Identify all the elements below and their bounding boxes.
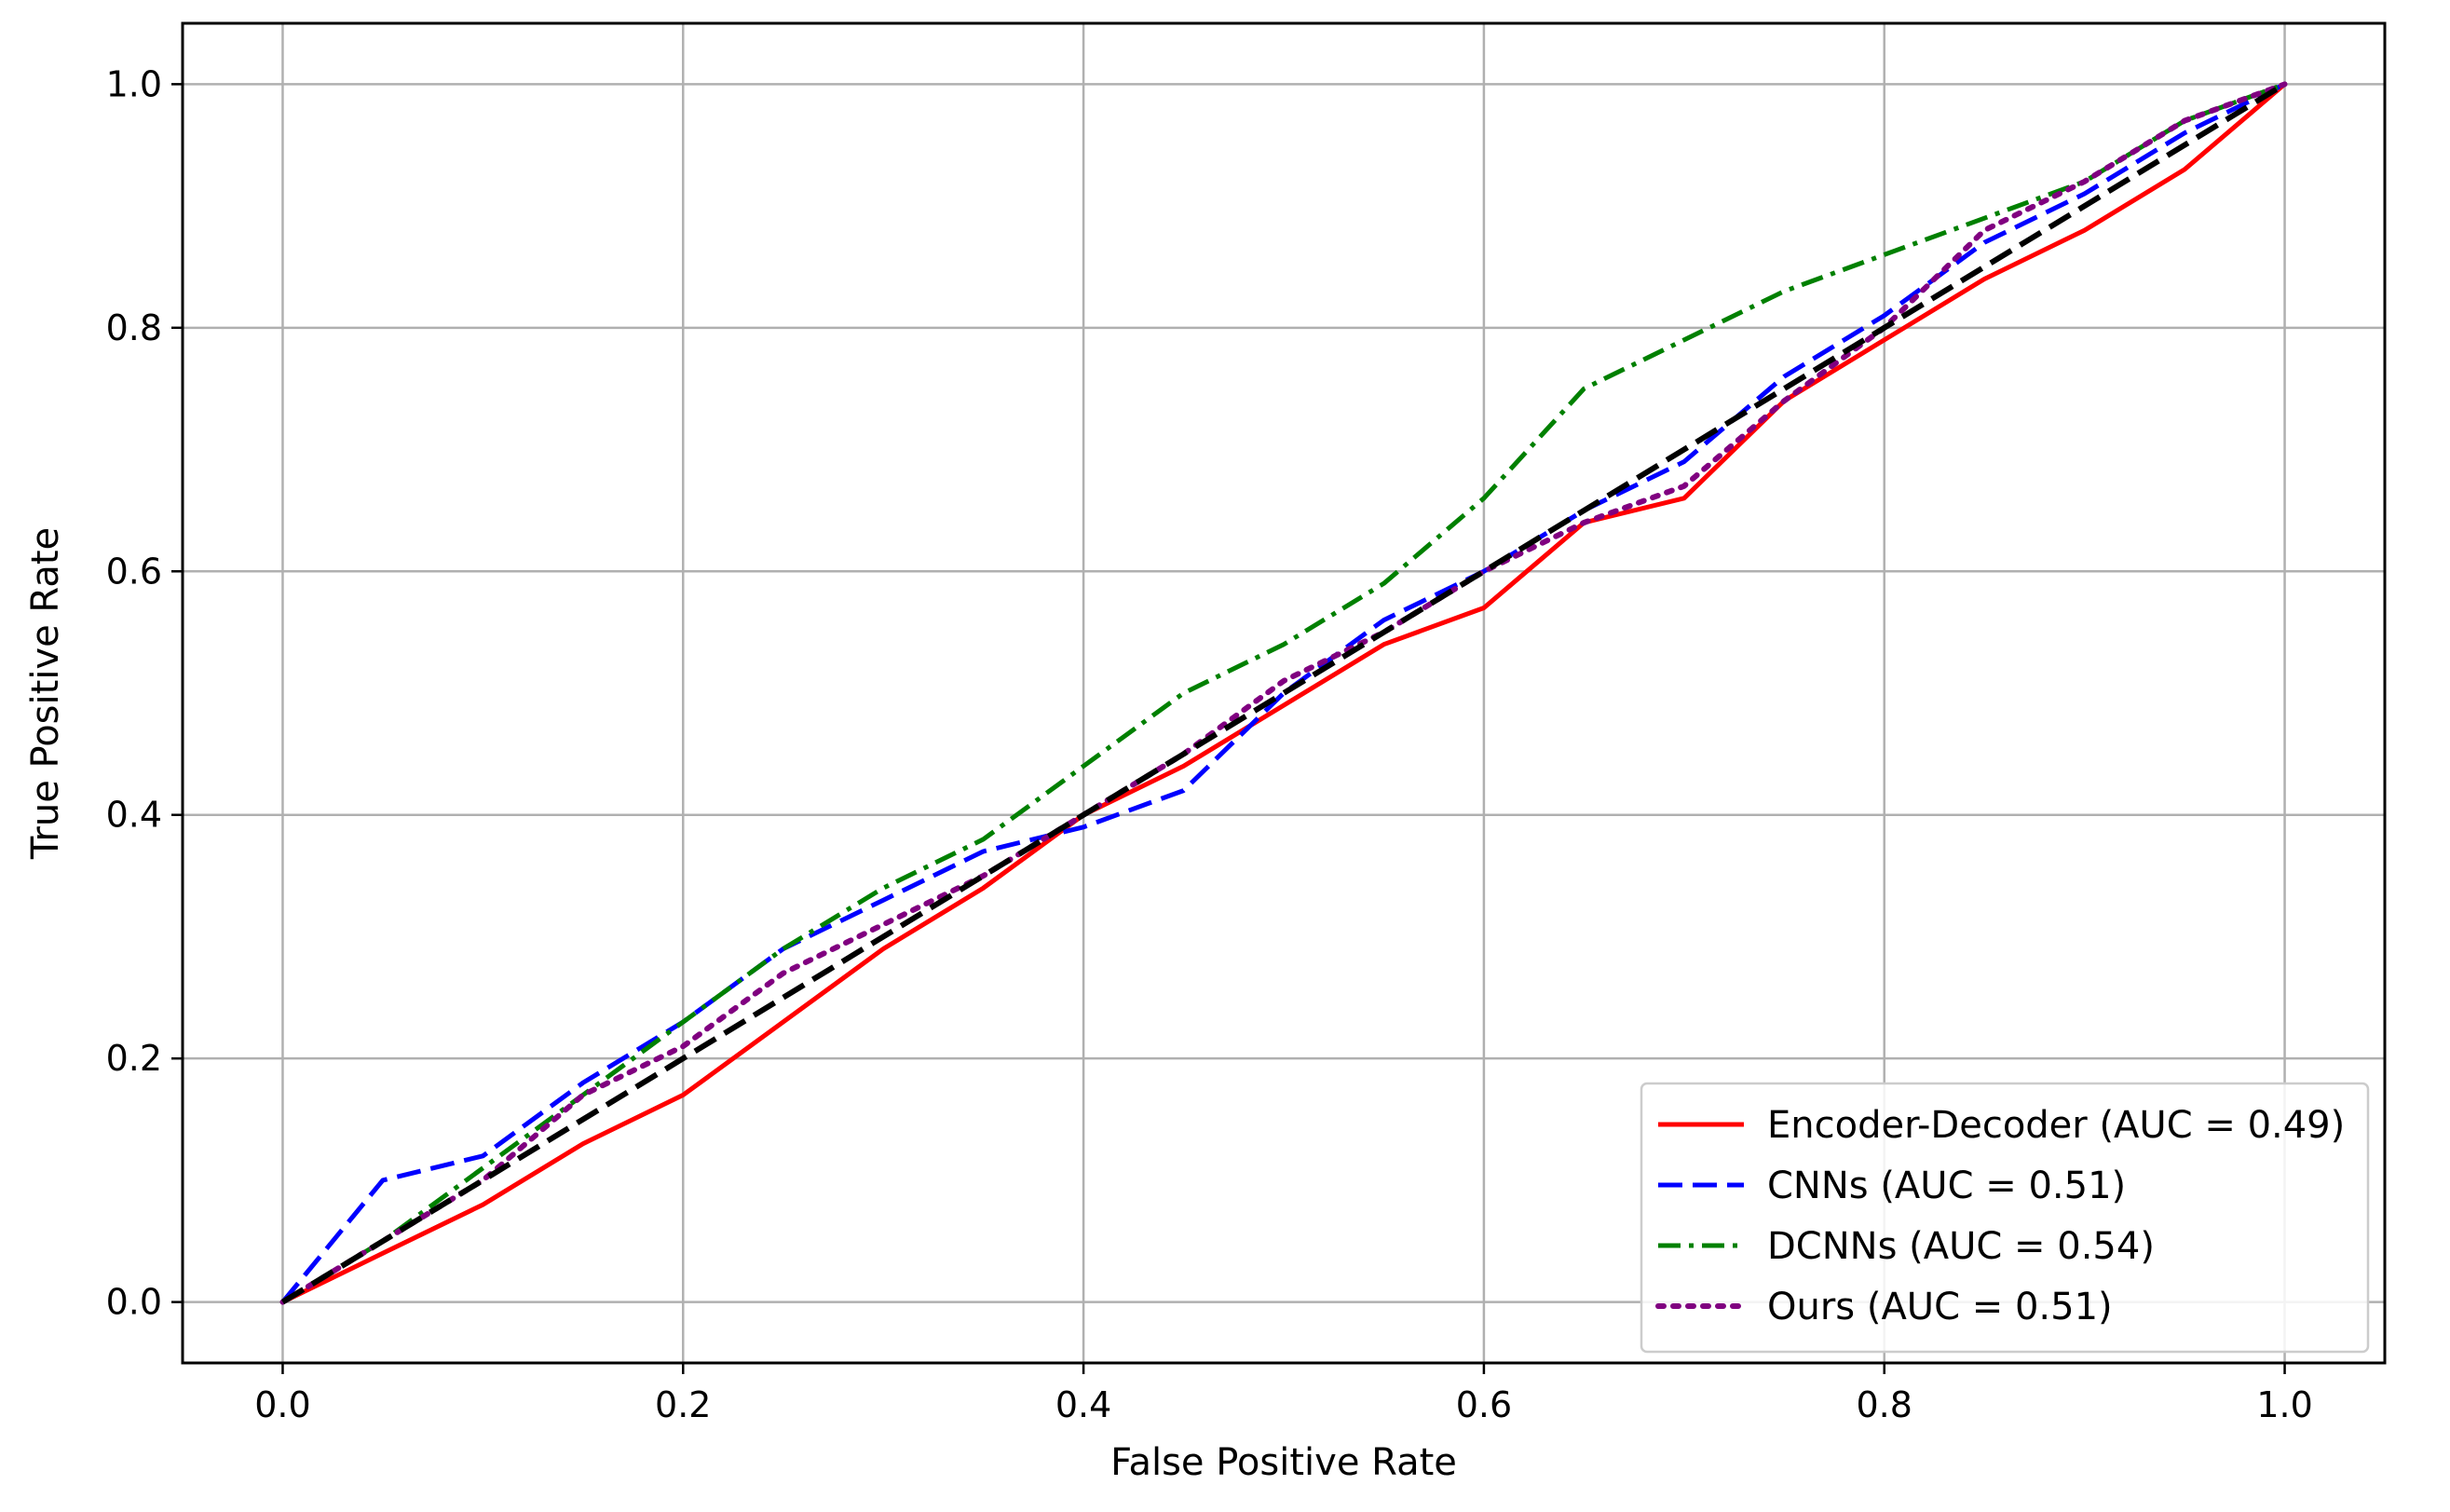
x-tick-label: 0.4 bbox=[1055, 1384, 1111, 1425]
x-tick-label: 0.0 bbox=[254, 1384, 310, 1425]
x-tick-label: 0.2 bbox=[655, 1384, 711, 1425]
legend-label: CNNs (AUC = 0.51) bbox=[1767, 1165, 2126, 1207]
legend-label: Ours (AUC = 0.51) bbox=[1767, 1286, 2113, 1328]
series-line-2 bbox=[281, 82, 2286, 1304]
series-line-3 bbox=[279, 81, 2288, 1305]
legend: Encoder-Decoder (AUC = 0.49) CNNs (AUC = … bbox=[1640, 1082, 2370, 1354]
legend-box bbox=[1640, 1082, 2370, 1354]
ticks-layer: 0.0 0.2 0.4 0.6 0.8 1.0 0.0 0.2 0.4 0.6 0.8 1.0 bbox=[106, 63, 2313, 1425]
y-tick-label: 0.6 bbox=[106, 551, 162, 592]
x-tick-label: 0.8 bbox=[1857, 1384, 1912, 1425]
legend-label: Encoder-Decoder (AUC = 0.49) bbox=[1767, 1104, 2345, 1147]
series-line-1 bbox=[280, 82, 2286, 1304]
y-tick-label: 0.4 bbox=[106, 795, 162, 836]
x-tick-label: 1.0 bbox=[2256, 1384, 2312, 1425]
series-line-4 bbox=[280, 81, 2287, 1305]
y-tick-label: 0.0 bbox=[106, 1282, 162, 1323]
plot-frame bbox=[181, 21, 2387, 1365]
y-tick-label: 0.2 bbox=[106, 1038, 162, 1079]
y-axis-label: True Positive Rate bbox=[24, 527, 67, 860]
x-axis-label: False Positive Rate bbox=[1110, 1441, 1457, 1484]
legend-label: DCNNs (AUC = 0.54) bbox=[1767, 1225, 2155, 1268]
series-layer bbox=[279, 81, 2288, 1305]
y-tick-label: 0.8 bbox=[106, 307, 162, 348]
x-tick-label: 0.6 bbox=[1456, 1384, 1512, 1425]
y-tick-label: 1.0 bbox=[106, 63, 162, 104]
series-line-0 bbox=[281, 82, 2287, 1304]
